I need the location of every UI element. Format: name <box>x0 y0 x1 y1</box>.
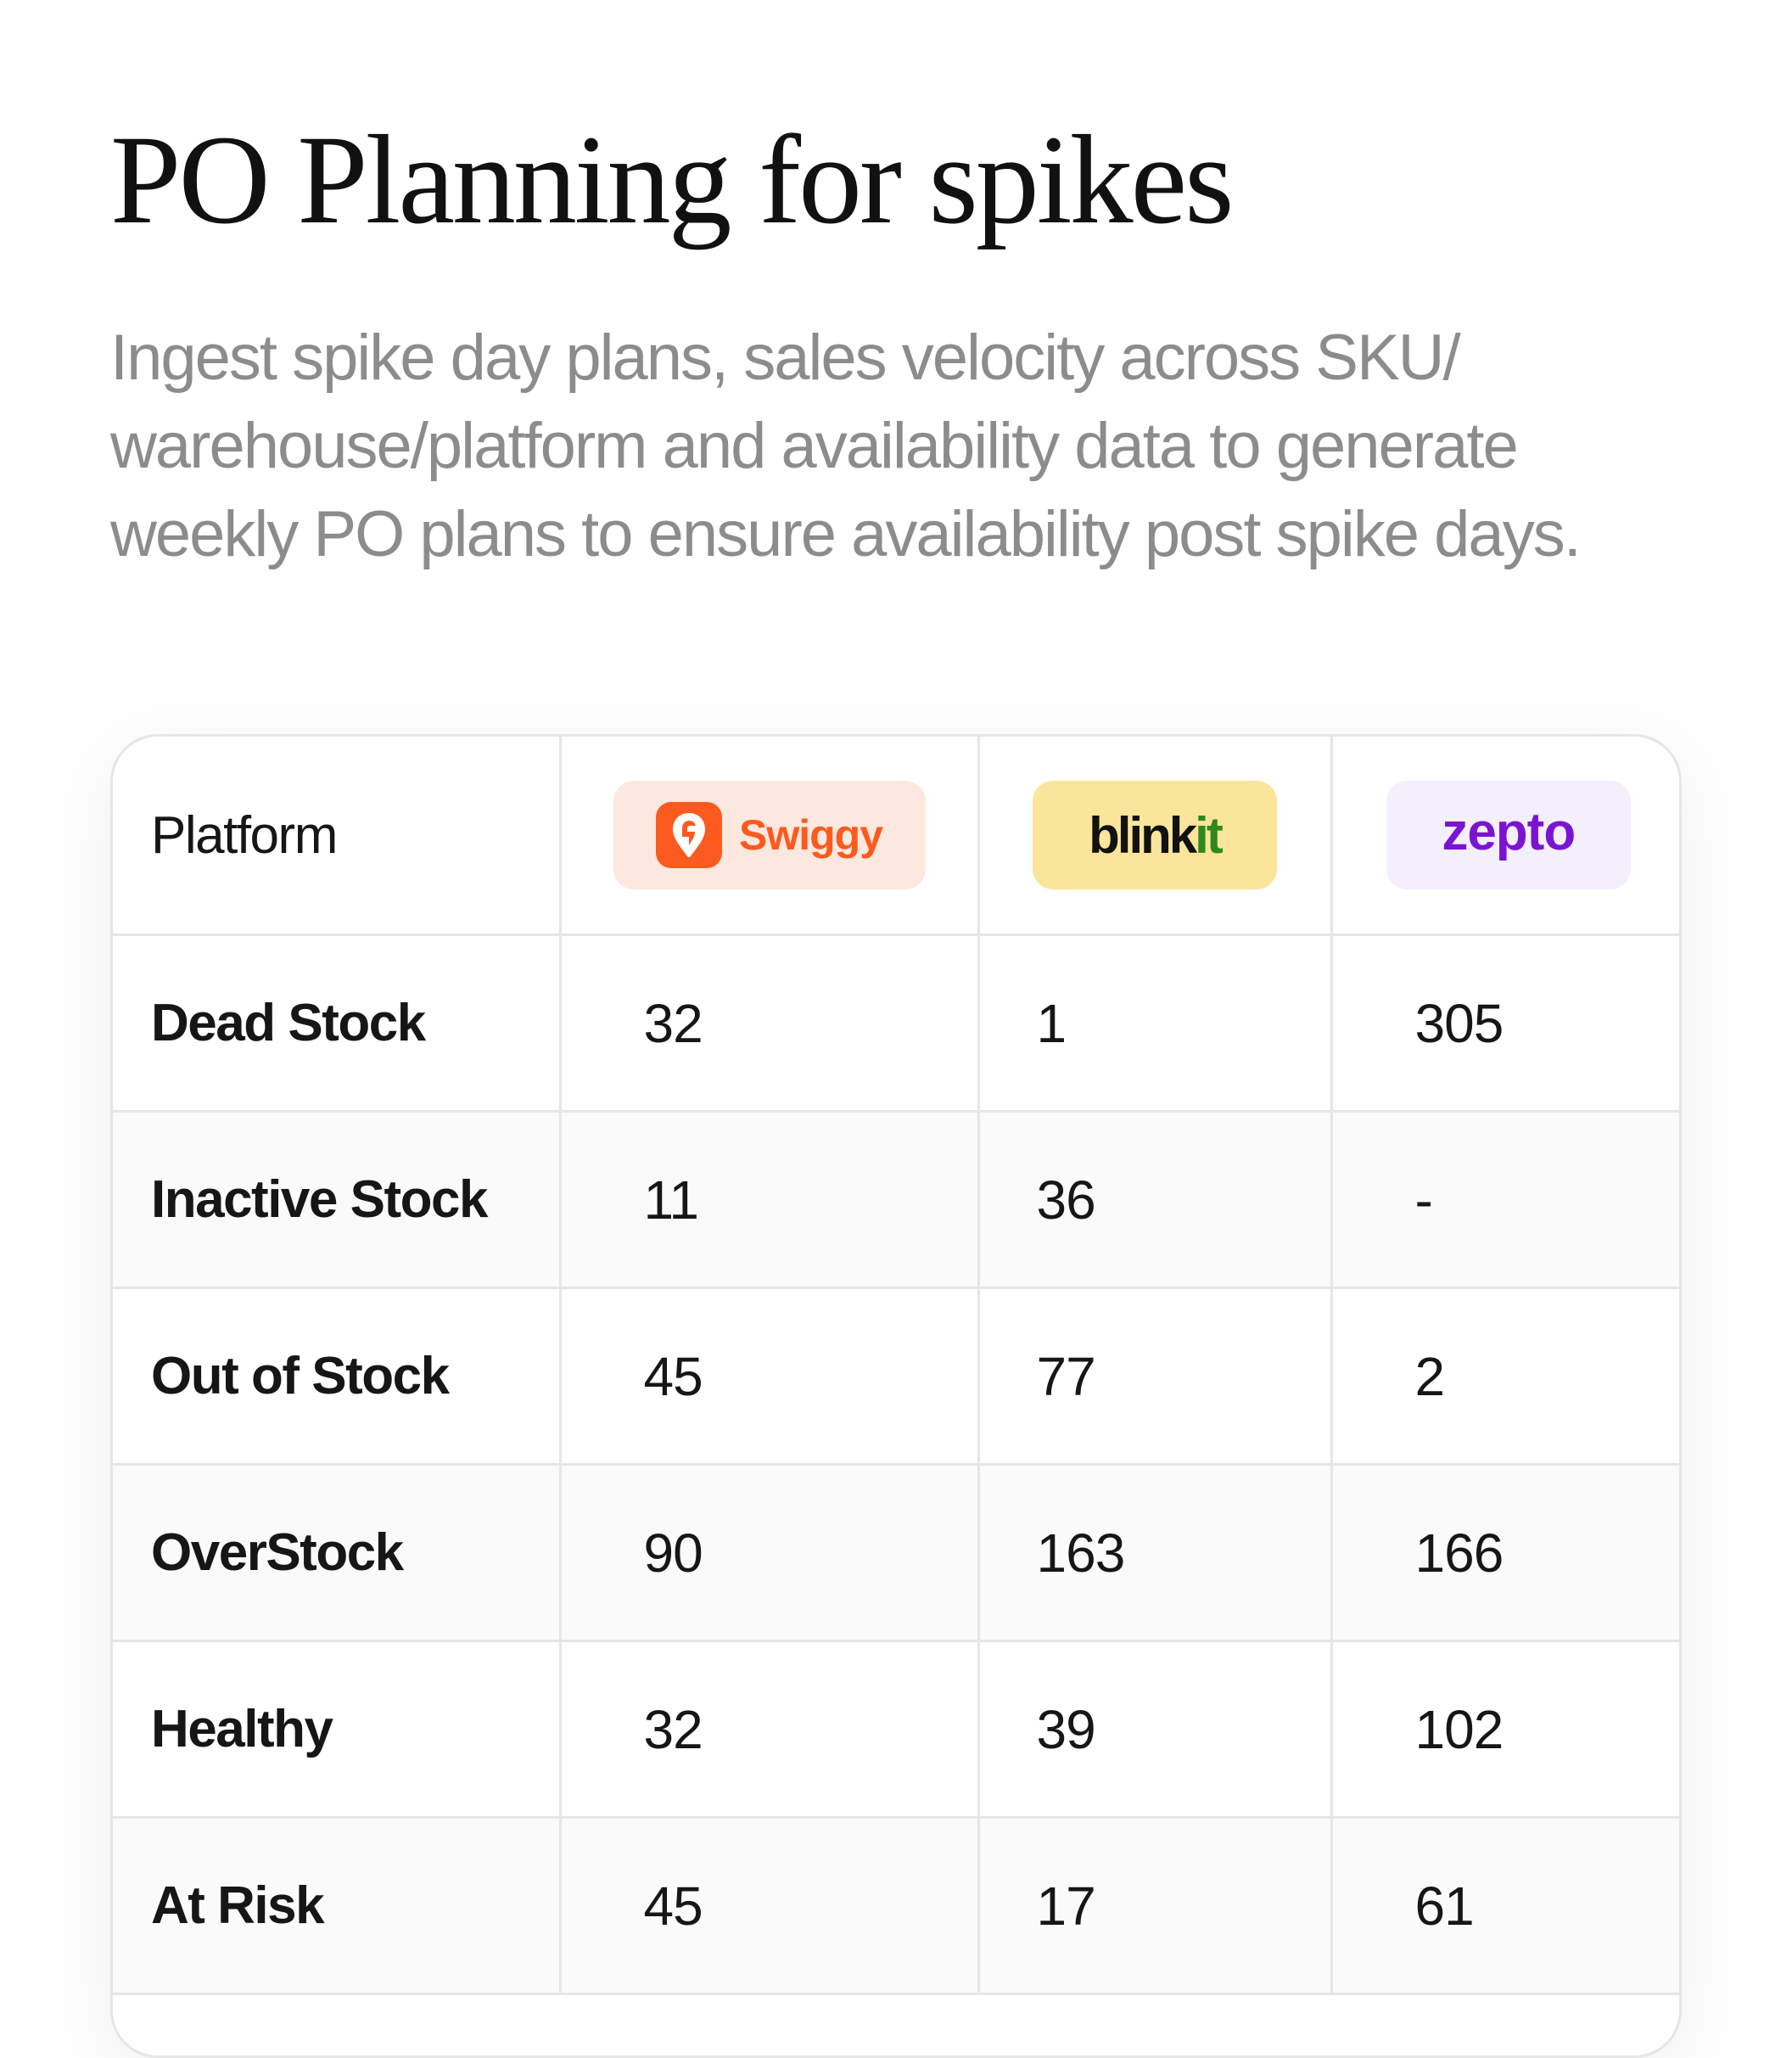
zepto-value: 166 <box>1331 1464 1679 1642</box>
header-platform-label: Platform <box>113 737 562 936</box>
zepto-value: 102 <box>1331 1640 1679 1819</box>
swiggy-logo: Swiggy <box>613 781 926 889</box>
table-header-row: Platform Swiggy blinkit <box>113 737 1679 936</box>
zepto-value: 305 <box>1331 934 1679 1113</box>
zepto-logo: zepto <box>1386 781 1631 889</box>
swiggy-value: 45 <box>560 1287 980 1466</box>
row-label: Dead Stock <box>113 934 562 1113</box>
row-label: At Risk <box>113 1817 562 1995</box>
swiggy-value: 11 <box>560 1111 980 1289</box>
swiggy-value: 32 <box>560 934 980 1113</box>
page-title: PO Planning for spikes <box>110 109 1234 250</box>
header-swiggy: Swiggy <box>560 737 980 936</box>
swiggy-wordmark: Swiggy <box>738 811 883 859</box>
stock-status-table: Platform Swiggy blinkit <box>113 737 1679 1995</box>
blinkit-value: 17 <box>978 1817 1333 1995</box>
table-row: Inactive Stock 11 36 - <box>113 1111 1679 1289</box>
blinkit-value: 39 <box>978 1640 1333 1819</box>
table-row: Dead Stock 32 1 305 <box>113 934 1679 1113</box>
blinkit-value: 77 <box>978 1287 1333 1466</box>
row-label: Healthy <box>113 1640 562 1819</box>
stock-status-table-card: Platform Swiggy blinkit <box>110 734 1682 2058</box>
table-row: Out of Stock 45 77 2 <box>113 1287 1679 1466</box>
row-label: Out of Stock <box>113 1287 562 1466</box>
blinkit-value: 36 <box>978 1111 1333 1289</box>
table-row: At Risk 45 17 61 <box>113 1817 1679 1995</box>
blinkit-value: 163 <box>978 1464 1333 1642</box>
swiggy-pin-icon <box>655 802 722 868</box>
row-label: Inactive Stock <box>113 1111 562 1289</box>
table-row: Healthy 32 39 102 <box>113 1640 1679 1819</box>
swiggy-value: 45 <box>560 1817 980 1995</box>
table-row: OverStock 90 163 166 <box>113 1464 1679 1642</box>
page-description: Ingest spike day plans, sales velocity a… <box>110 322 1582 570</box>
zepto-value: 2 <box>1331 1287 1679 1466</box>
swiggy-value: 90 <box>560 1464 980 1642</box>
zepto-wordmark: zepto <box>1442 802 1576 861</box>
swiggy-value: 32 <box>560 1640 980 1819</box>
zepto-value: - <box>1331 1111 1679 1289</box>
blinkit-wordmark: blinkit <box>1089 806 1224 864</box>
blinkit-value: 1 <box>978 934 1333 1113</box>
header-zepto: zepto <box>1331 737 1679 936</box>
blinkit-logo: blinkit <box>1033 781 1277 889</box>
row-label: OverStock <box>113 1464 562 1642</box>
zepto-value: 61 <box>1331 1817 1679 1995</box>
header-blinkit: blinkit <box>978 737 1333 936</box>
